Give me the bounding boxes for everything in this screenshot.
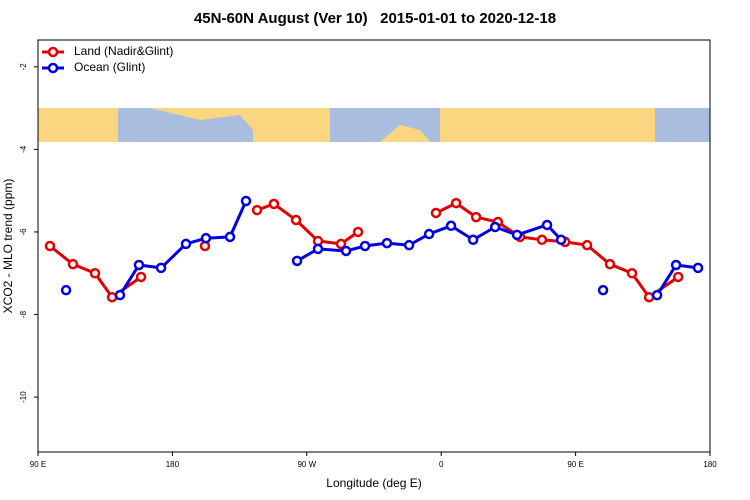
point bbox=[470, 211, 482, 223]
point bbox=[692, 262, 704, 274]
legend-marker bbox=[47, 46, 59, 58]
x-tick-label: 90 W bbox=[297, 460, 316, 469]
point bbox=[340, 245, 352, 257]
point bbox=[430, 207, 442, 219]
point bbox=[604, 258, 616, 270]
point bbox=[290, 214, 302, 226]
point bbox=[155, 262, 167, 274]
x-tick-label: 0 bbox=[439, 460, 444, 469]
legend-marker bbox=[47, 62, 59, 74]
point bbox=[489, 221, 501, 233]
point bbox=[251, 204, 263, 216]
point bbox=[643, 291, 655, 303]
legend-label: Ocean (Glint) bbox=[74, 60, 145, 74]
point bbox=[445, 220, 457, 232]
legend-label: Land (Nadir&Glint) bbox=[74, 44, 173, 58]
y-tick-label: -10 bbox=[19, 391, 28, 403]
point bbox=[626, 267, 638, 279]
chart-title: 45N-60N August (Ver 10) 2015-01-01 to 20… bbox=[194, 10, 556, 27]
y-tick-label: -6 bbox=[19, 228, 28, 236]
point bbox=[335, 238, 347, 250]
y-tick-label: -2 bbox=[19, 63, 28, 71]
y-tick-label: -8 bbox=[19, 310, 28, 318]
x-tick-label: 180 bbox=[703, 460, 717, 469]
point bbox=[67, 258, 79, 270]
x-tick-label: 90 E bbox=[30, 460, 46, 469]
map-band bbox=[38, 108, 710, 142]
point bbox=[89, 267, 101, 279]
point bbox=[651, 289, 663, 301]
point bbox=[467, 234, 479, 246]
point bbox=[541, 219, 553, 231]
point bbox=[200, 232, 212, 244]
point bbox=[291, 255, 303, 267]
point bbox=[511, 229, 523, 241]
point bbox=[670, 259, 682, 271]
point bbox=[312, 243, 324, 255]
x-axis-label: Longitude (deg E) bbox=[326, 476, 421, 490]
point bbox=[555, 234, 567, 246]
point bbox=[114, 289, 126, 301]
point bbox=[240, 195, 252, 207]
point bbox=[224, 231, 236, 243]
point bbox=[135, 271, 147, 283]
point bbox=[381, 237, 393, 249]
plot-frame bbox=[37, 39, 711, 453]
point bbox=[268, 198, 280, 210]
point bbox=[44, 240, 56, 252]
y-tick-label: -4 bbox=[19, 145, 28, 153]
x-tick-label: 90 E bbox=[567, 460, 583, 469]
point bbox=[352, 226, 364, 238]
point bbox=[423, 228, 435, 240]
point bbox=[597, 284, 609, 296]
point bbox=[359, 240, 371, 252]
x-tick-label: 180 bbox=[166, 460, 180, 469]
point bbox=[536, 234, 548, 246]
point bbox=[581, 239, 593, 251]
y-axis-label: XCO2 - MLO trend (ppm) bbox=[1, 179, 15, 314]
point bbox=[133, 259, 145, 271]
point bbox=[60, 284, 72, 296]
point bbox=[180, 238, 192, 250]
point bbox=[403, 239, 415, 251]
point bbox=[450, 197, 462, 209]
point bbox=[672, 271, 684, 283]
